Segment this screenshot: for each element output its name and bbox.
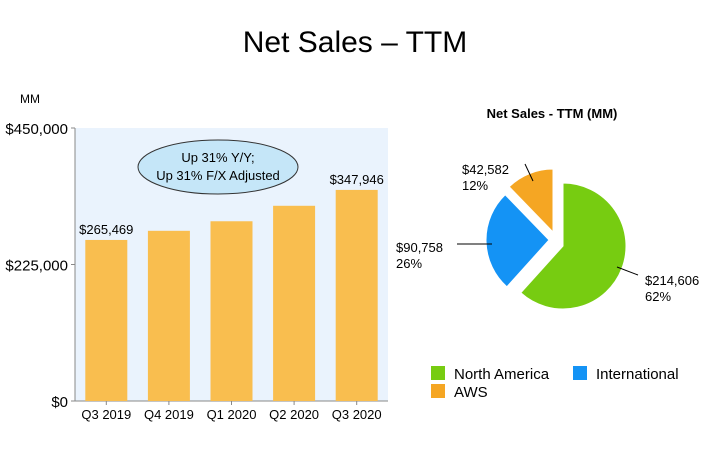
- x-tick-label: Q3 2019: [81, 407, 131, 422]
- slice-value-label: $214,606: [645, 273, 699, 288]
- leader-line-north-america: [616, 266, 639, 276]
- bar-q2-2020: [273, 205, 316, 401]
- x-tick-label: Q3 2020: [332, 407, 382, 422]
- y-tick-label: $450,000: [5, 121, 68, 138]
- legend-swatch-north-america: [431, 366, 445, 380]
- slice-pct-label: 12%: [462, 178, 488, 193]
- annotation-bubble: [137, 139, 299, 195]
- x-tick-label: Q2 2020: [269, 407, 319, 422]
- bar-q3-2020: [335, 189, 378, 401]
- legend-label: AWS: [454, 384, 488, 401]
- legend-swatch-international: [573, 366, 587, 380]
- bar-q3-2019: [85, 239, 128, 401]
- slice-value-label: $42,582: [462, 162, 509, 177]
- annotation-line-2: Up 31% F/X Adjusted: [156, 168, 280, 183]
- slice-pct-label: 62%: [645, 289, 671, 304]
- pie-title: Net Sales - TTM (MM): [487, 106, 618, 121]
- data-label: $265,469: [79, 222, 133, 237]
- leader-line-aws: [524, 163, 534, 182]
- slice-value-label: $90,758: [396, 240, 443, 255]
- pie-slice-international: [485, 194, 550, 288]
- x-tick-label: Q4 2019: [144, 407, 194, 422]
- x-tick-label: Q1 2020: [207, 407, 257, 422]
- legend-label: North America: [454, 366, 550, 383]
- slide-title: Net Sales – TTM: [243, 26, 468, 59]
- slice-pct-label: 26%: [396, 256, 422, 271]
- legend-swatch-aws: [431, 384, 445, 398]
- y-tick-label: $225,000: [5, 258, 68, 275]
- data-label: $347,946: [330, 172, 384, 187]
- bar-q1-2020: [210, 221, 253, 401]
- y-tick-label: $0: [51, 394, 68, 411]
- bar-q4-2019: [147, 230, 190, 401]
- legend-label: International: [596, 366, 679, 383]
- unit-label: MM: [20, 92, 40, 106]
- bar-chart: MM $0 $225,000 $450,000 Q3 2019 $265,469 Q4 20…: [5, 92, 388, 422]
- annotation-line-1: Up 31% Y/Y;: [181, 150, 254, 165]
